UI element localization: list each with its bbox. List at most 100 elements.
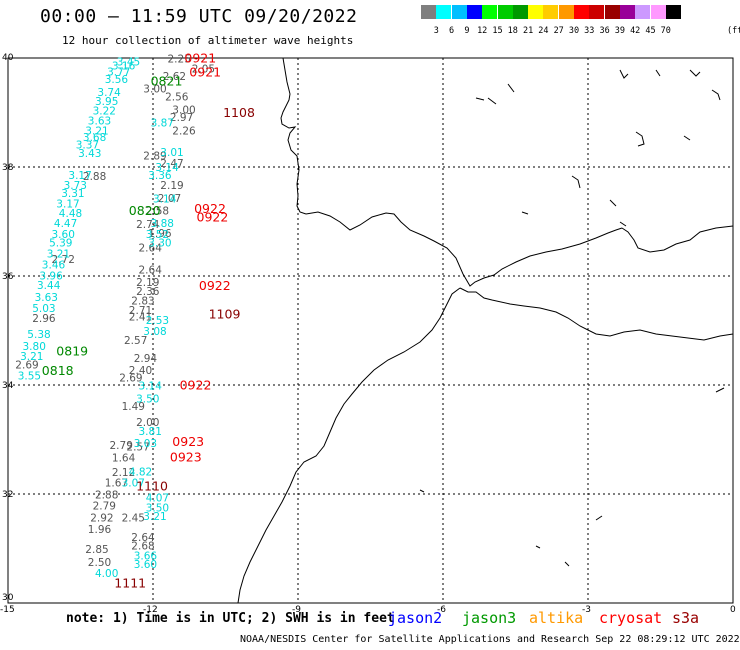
wave-height-value: 2.88 [95, 489, 118, 501]
color-swatch [589, 5, 605, 19]
legend-item-jason3: jason3 [462, 609, 517, 627]
legend-item-jason2: jason2 [388, 609, 443, 627]
color-swatch [558, 5, 574, 19]
wave-height-value: 3.22 [93, 106, 116, 118]
pass-time-label: 0820 [129, 203, 161, 218]
color-swatch [650, 5, 666, 19]
color-scale-label: 3 [433, 26, 439, 36]
wave-height-value: 2.71 [129, 305, 152, 317]
color-swatch [497, 5, 513, 19]
wave-height-value: 3.66 [134, 550, 158, 562]
wave-height-value: 3.43 [78, 148, 101, 160]
color-scale-label: 18 [507, 26, 518, 36]
wave-height-value: 2.64 [139, 264, 163, 276]
color-scale-label: 21 [522, 26, 534, 36]
pass-time-label: 0818 [42, 363, 74, 378]
color-swatch [436, 5, 452, 19]
wave-height-value: 3.14 [139, 380, 163, 392]
wave-height-value: 2.25 [168, 53, 191, 65]
color-scale-label: 33 [584, 26, 595, 36]
wave-height-value: 3.36 [148, 170, 172, 182]
wave-height-value: 2.88 [83, 171, 106, 183]
color-scale-label: 6 [449, 26, 455, 36]
wave-height-value: 3.63 [35, 292, 58, 304]
wave-height-value: 2.41 [129, 312, 152, 324]
wave-height-value: 2.79 [110, 440, 133, 452]
pass-time-label: 0923 [172, 434, 204, 449]
wave-height-value: 3.14 [153, 193, 177, 205]
wave-height-value: 2.96 [32, 313, 56, 325]
wave-height-value: 3.31 [61, 188, 84, 200]
wave-height-value: 3.01 [160, 147, 183, 159]
wave-height-value: 2.00 [136, 417, 159, 429]
wave-height-value: 3.60 [52, 229, 75, 241]
pass-time-label: 1108 [223, 105, 255, 120]
wave-height-value: 3.77 [107, 66, 130, 78]
wave-height-value: 3.60 [134, 559, 157, 571]
pass-time-label: 1111 [114, 576, 146, 591]
pass-time-label: 0922 [199, 278, 231, 293]
legend-item-s3a: s3a [672, 609, 700, 627]
wave-height-value: 2.94 [134, 353, 158, 365]
wave-height-value: 3.21 [85, 125, 108, 137]
wave-height-value: 3.21 [143, 511, 166, 523]
wave-height-value: 1.96 [148, 228, 172, 240]
pass-time-label: 0821 [151, 73, 183, 88]
wave-height-value: 3.17 [56, 198, 79, 210]
color-swatch [635, 5, 651, 19]
wave-height-value: 2.85 [85, 544, 108, 556]
wave-height-value: 3.45 [117, 57, 140, 69]
x-tick-label: -6 [437, 605, 446, 615]
wave-height-value: 2.72 [52, 254, 75, 266]
wave-height-value: 3.37 [76, 140, 99, 152]
wave-height-value: 2.57 [124, 335, 147, 347]
pass-time-label: 0819 [56, 344, 88, 359]
wave-height-value: 2.92 [90, 512, 113, 524]
wave-height-value: 4.48 [59, 208, 82, 220]
wave-height-value: 3.96 [39, 270, 63, 282]
color-swatch [421, 5, 436, 19]
x-tick-label: 0 [730, 605, 736, 615]
wave-height-value: 2.74 [136, 219, 160, 231]
color-swatch [512, 5, 528, 19]
wave-height-value: 2.64 [139, 243, 163, 255]
pass-time-label: 1110 [136, 479, 168, 494]
x-tick-label: -15 [0, 605, 15, 615]
wave-height-value: 2.26 [172, 125, 196, 137]
color-scale-label: 36 [599, 26, 610, 36]
wave-height-value: 3.55 [18, 371, 41, 383]
wave-height-value: 3.00 [172, 105, 195, 117]
wave-height-value: 2.45 [122, 512, 145, 524]
wave-height-value: 3.63 [88, 116, 111, 128]
color-scale-label: 12 [477, 26, 488, 36]
wave-height-value: 2.68 [131, 541, 154, 553]
wave-height-value: 2.56 [165, 92, 189, 104]
color-scale-label: 45 [645, 26, 656, 36]
altimeter-observations: 2.252.052.623.002.563.002.972.262.892.47… [15, 50, 255, 590]
wave-height-value: 2.53 [146, 315, 169, 327]
legend-item-cryosat: cryosat [599, 609, 663, 627]
wave-height-value: 4.82 [129, 467, 152, 479]
pass-time-label: 1109 [209, 307, 241, 322]
wave-height-value: 3.00 [143, 83, 166, 95]
map-frame [7, 57, 734, 604]
x-tick-label: -3 [582, 605, 591, 615]
wave-height-value: 2.69 [119, 373, 142, 385]
page-title: 00:00 – 11:59 UTC 09/20/2022 [40, 6, 358, 27]
y-tick-label: 32 [2, 490, 13, 500]
wave-height-value: 5.38 [27, 329, 50, 341]
page-subtitle: 12 hour collection of altimeter wave hei… [62, 34, 354, 47]
y-tick-label: 34 [2, 381, 14, 391]
wave-height-value: 2.97 [170, 112, 193, 124]
color-swatch [528, 5, 544, 19]
wave-height-value: 3.21 [47, 249, 70, 261]
color-swatch [482, 5, 498, 19]
color-swatch [543, 5, 559, 19]
pass-time-label: 0922 [194, 201, 226, 216]
x-axis-labels: -15 -12 -9 -6 -3 0 [0, 605, 736, 615]
wave-height-value: 3.03 [134, 438, 157, 450]
wave-height-value: 2.19 [160, 180, 183, 192]
color-swatch [451, 5, 467, 19]
y-tick-label: 40 [2, 53, 14, 63]
